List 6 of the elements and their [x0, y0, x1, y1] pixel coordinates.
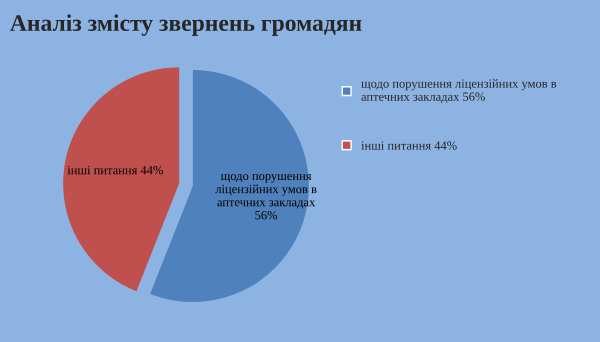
data-label: 56%	[255, 210, 278, 220]
legend-label: інші питання 44%	[361, 141, 457, 150]
slice-label: інші питання 44%	[68, 166, 163, 174]
slice-label: щодо порушення ліцензійних умов в аптечних закладах	[215, 174, 316, 209]
category-label: щодо порушення ліцензійних умов в аптечних закладах 56%	[361, 79, 556, 104]
chart-title: Аналіз змісту звернень громадян	[10, 14, 362, 36]
